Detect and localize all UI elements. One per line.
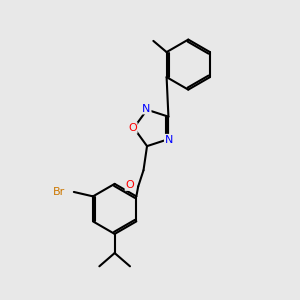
Text: N: N [142, 103, 151, 113]
Text: O: O [126, 180, 134, 190]
Text: Br: Br [53, 187, 66, 197]
Text: O: O [128, 123, 137, 133]
Text: N: N [165, 135, 173, 145]
